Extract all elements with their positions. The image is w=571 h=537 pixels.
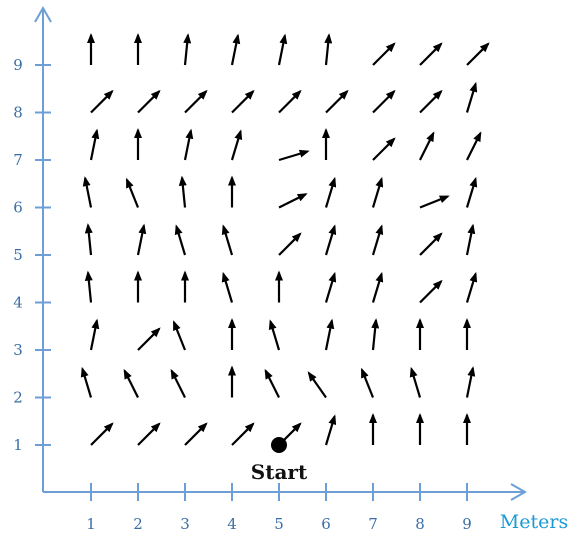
vector-arrow-r5-c7 (371, 224, 384, 256)
start-group: Start (251, 437, 308, 484)
vector-arrow-r2-c8 (409, 366, 422, 398)
vector-arrow-r4-c4 (221, 271, 234, 303)
vector-arrow-r9-c9 (466, 42, 490, 66)
tick-labels: 1 2 3 4 5 6 7 8 9 1 2 3 4 5 6 7 8 9 (13, 56, 472, 533)
vector-arrow-r9-c8 (419, 42, 443, 66)
y-tick-label-1: 1 (13, 436, 23, 454)
x-tick-label-8: 8 (415, 515, 425, 533)
vector-arrow-r9-c4 (230, 33, 241, 66)
axes (34, 5, 528, 501)
x-tick-label-6: 6 (321, 515, 331, 533)
vector-arrow-r7-c3 (183, 128, 194, 161)
x-axis-arrowhead (510, 483, 528, 501)
vector-arrow-r8-c2 (137, 89, 161, 114)
y-tick-label-5: 5 (13, 246, 23, 264)
vector-arrow-r8-c4 (231, 89, 255, 114)
x-tick-label-7: 7 (368, 515, 378, 533)
vector-arrow-r5-c9 (465, 223, 476, 256)
x-tick-label-9: 9 (462, 515, 472, 533)
vector-arrow-r3-c1 (89, 318, 100, 351)
vector-arrow-r3-c7 (371, 318, 380, 351)
vector-arrow-r6-c7 (371, 176, 384, 208)
y-axis-arrowhead (34, 5, 52, 23)
vector-arrow-r8-c1 (90, 89, 114, 114)
vector-arrow-r8-c8 (419, 89, 443, 114)
vector-arrow-r7-c1 (89, 128, 100, 161)
vector-arrow-r1-c2 (137, 422, 161, 446)
vector-arrow-r2-c9 (465, 366, 476, 398)
vector-arrow-r1-c4 (231, 422, 255, 446)
y-tick-label-2: 2 (13, 389, 23, 407)
vector-arrow-r8-c5 (278, 89, 302, 114)
vector-arrow-r6-c5 (278, 193, 308, 209)
tick-marks (35, 64, 468, 501)
x-axis-title: Meters (500, 511, 568, 533)
vector-arrow-r9-c7 (372, 42, 396, 66)
vector-arrow-r8-c6 (325, 89, 349, 114)
start-label: Start (251, 460, 308, 484)
x-tick-label-1: 1 (86, 515, 96, 533)
x-tick-label-2: 2 (133, 515, 143, 533)
vector-arrow-r2-c6 (307, 371, 327, 399)
vector-arrow-r6-c8 (419, 195, 450, 209)
y-tick-label-8: 8 (13, 104, 23, 122)
y-tick-label-3: 3 (13, 341, 23, 359)
vector-arrow-r8-c7 (372, 89, 396, 114)
vector-arrow-r8-c9 (465, 81, 478, 113)
vector-arrow-r6-c2 (125, 177, 140, 208)
vector-arrow-r5-c5 (278, 232, 302, 256)
y-tick-label-9: 9 (13, 56, 23, 74)
vector-arrow-r2-c1 (80, 366, 93, 398)
vector-arrow-r3-c2 (137, 327, 161, 351)
vector-arrow-r7-c7 (372, 137, 396, 161)
vector-arrow-r1-c1 (90, 422, 114, 446)
vector-arrow-r4-c6 (324, 271, 337, 303)
vector-arrow-r5-c8 (419, 232, 443, 256)
vector-arrow-r3-c3 (172, 320, 187, 351)
vector-arrow-r6-c9 (465, 176, 478, 208)
vector-arrow-r9-c3 (183, 33, 192, 66)
vector-arrow-r5-c4 (221, 224, 234, 256)
vector-arrow-r5-c6 (324, 224, 337, 256)
vector-arrow-r3-c6 (324, 318, 335, 351)
x-tick-label-3: 3 (180, 515, 190, 533)
vector-arrow-r2-c7 (360, 367, 375, 398)
vector-arrow-r2-c3 (170, 368, 186, 398)
vector-arrow-r6-c3 (178, 175, 187, 208)
start-marker (271, 437, 287, 453)
x-tick-label-5: 5 (274, 515, 284, 533)
vector-arrow-r5-c1 (84, 223, 93, 256)
vector-arrow-r7-c9 (466, 131, 482, 161)
vector-arrow-r1-c6 (324, 414, 337, 446)
y-tick-label-4: 4 (13, 294, 23, 312)
y-tick-label-7: 7 (13, 151, 23, 169)
vector-arrow-r2-c5 (264, 368, 280, 398)
y-tick-label-6: 6 (13, 199, 23, 217)
vector-arrow-r9-c6 (324, 33, 333, 66)
vector-arrow-r2-c2 (123, 368, 139, 398)
vector-arrow-r7-c4 (230, 129, 243, 161)
x-tick-label-4: 4 (227, 515, 237, 533)
vector-arrow-r6-c6 (324, 176, 337, 208)
vector-arrow-r9-c5 (277, 33, 288, 66)
vector-arrow-r5-c3 (174, 224, 187, 256)
vector-arrow-r4-c1 (84, 270, 93, 303)
vector-arrow-r7-c8 (419, 131, 435, 161)
vector-arrow-r5-c2 (136, 223, 147, 256)
vector-arrow-r3-c5 (268, 319, 281, 351)
vector-arrow-r8-c3 (184, 89, 208, 114)
vector-arrow-r1-c3 (184, 422, 208, 446)
vector-arrow-r4-c9 (465, 271, 478, 303)
vector-arrows (80, 33, 490, 446)
vector-arrow-r4-c8 (419, 279, 443, 304)
vector-arrow-r4-c7 (371, 271, 384, 303)
vector-arrow-r6-c1 (82, 176, 93, 208)
vector-arrow-r7-c5 (278, 149, 310, 162)
